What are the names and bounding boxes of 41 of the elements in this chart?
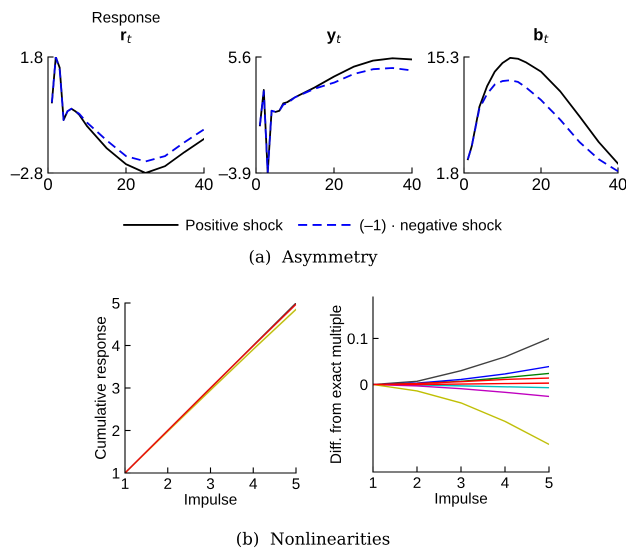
y-tick-label: 0.1 bbox=[348, 333, 368, 344]
y-tick-label: 2 bbox=[112, 425, 120, 436]
y-tick-label: 5.6 bbox=[228, 51, 250, 64]
x-tick-label: 0 bbox=[460, 178, 468, 190]
x-tick-label: 20 bbox=[118, 178, 135, 190]
x-tick-label: 0 bbox=[44, 178, 52, 190]
x-tick-label: 2 bbox=[164, 478, 172, 489]
x-tick-label: 20 bbox=[532, 178, 550, 190]
y-tick-label: –2.8 bbox=[10, 167, 42, 180]
x-tick-label: 40 bbox=[195, 178, 213, 190]
y-tick-label: 3 bbox=[112, 382, 120, 394]
x-tick-label: 1 bbox=[370, 477, 377, 488]
y-tick-label: 1.8 bbox=[437, 167, 458, 180]
x-tick-label: 20 bbox=[326, 178, 343, 190]
chart-title: r$_{t}$ bbox=[121, 31, 132, 44]
y-axis-title: Response bbox=[92, 12, 160, 26]
legend-label: Positive shock bbox=[186, 219, 283, 230]
x-tick-label: 40 bbox=[403, 178, 421, 190]
y-tick-label: 1 bbox=[112, 468, 120, 479]
x-tick-label: 5 bbox=[292, 478, 300, 490]
chart-title: y$_{t}$ bbox=[326, 32, 342, 44]
y-tick-label: 5 bbox=[112, 298, 120, 309]
chart-title: b$_{t}$ bbox=[534, 28, 549, 43]
x-tick-label: 3 bbox=[206, 478, 214, 490]
y-tick-label: 1.8 bbox=[21, 51, 42, 64]
x-tick-label: 4 bbox=[249, 478, 258, 489]
x-axis-title: Impulse bbox=[436, 492, 488, 507]
legend-label: (–1) · negative shock bbox=[360, 219, 502, 234]
y-tick-label: 15.3 bbox=[428, 51, 458, 64]
x-tick-label: 0 bbox=[252, 178, 260, 190]
y-axis-title: Cumulative response bbox=[94, 316, 109, 459]
x-axis-title: Impulse bbox=[185, 493, 237, 508]
y-tick-label: –3.9 bbox=[218, 167, 250, 180]
y-axis-title: Diff. from exact multiple bbox=[330, 306, 344, 463]
x-tick-label: 5 bbox=[545, 477, 553, 488]
x-tick-label: 4 bbox=[501, 477, 509, 488]
text: (b) Nonlinearities bbox=[237, 532, 390, 548]
x-tick-label: 1 bbox=[122, 478, 129, 489]
text: (a) Asymmetry bbox=[250, 250, 378, 266]
y-tick-label: 4 bbox=[112, 340, 120, 352]
x-tick-label: 2 bbox=[414, 477, 420, 488]
